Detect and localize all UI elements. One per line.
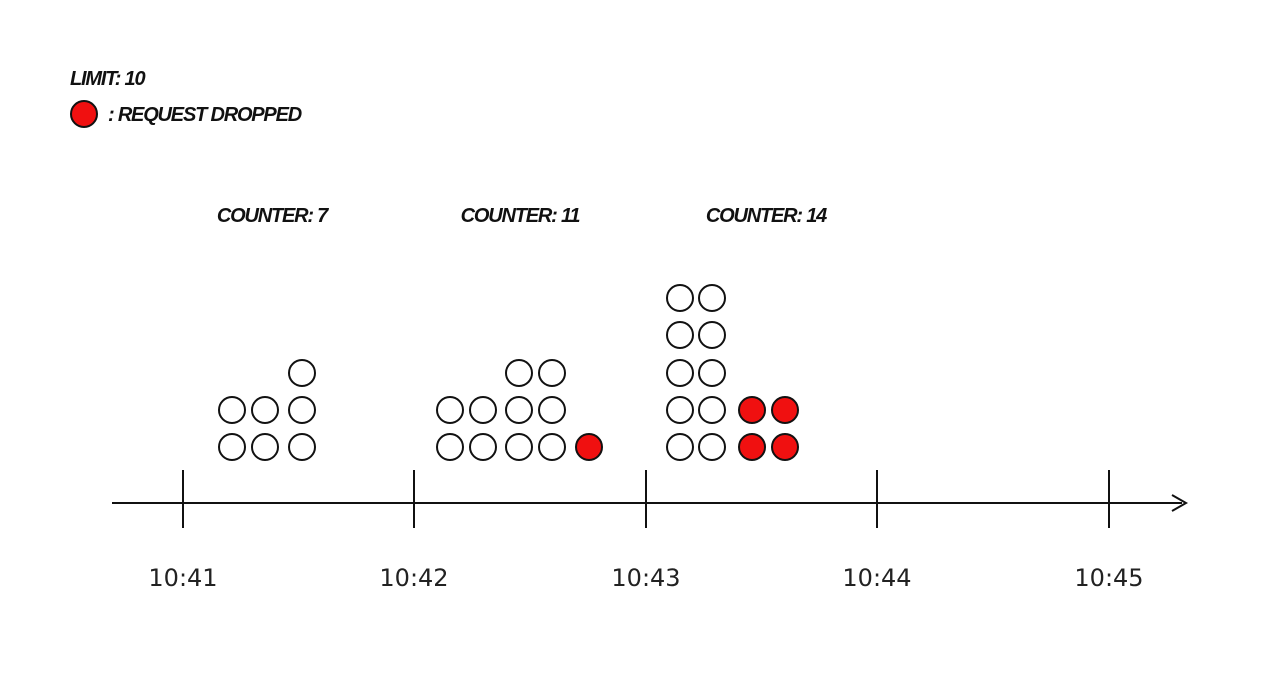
request-accepted <box>698 284 726 312</box>
request-accepted <box>469 396 497 424</box>
axis-arrow <box>1171 494 1189 512</box>
ticks: 10:41 10:42 10:43 10:44 10:45 <box>148 470 1144 592</box>
request-accepted <box>218 433 246 461</box>
request-dropped <box>575 433 603 461</box>
time-label: 10:45 <box>1074 564 1143 592</box>
request-accepted <box>218 396 246 424</box>
request-dropped <box>771 433 799 461</box>
request-accepted <box>666 359 694 387</box>
legend-limit: LIMIT: 10 <box>70 68 145 90</box>
counter-label: COUNTER: 11 <box>461 205 581 227</box>
request-dropped <box>738 396 766 424</box>
request-accepted <box>469 433 497 461</box>
request-accepted <box>538 433 566 461</box>
request-accepted <box>538 359 566 387</box>
legend-dropped-icon <box>70 100 98 128</box>
time-label: 10:43 <box>611 564 680 592</box>
time-label: 10:42 <box>379 564 448 592</box>
request-accepted <box>666 396 694 424</box>
request-accepted <box>436 433 464 461</box>
request-accepted <box>288 396 316 424</box>
request-accepted <box>666 433 694 461</box>
request-accepted <box>698 321 726 349</box>
counter-label: COUNTER: 7 <box>217 205 329 227</box>
request-accepted <box>505 396 533 424</box>
request-accepted <box>698 433 726 461</box>
request-accepted <box>666 284 694 312</box>
request-accepted <box>288 359 316 387</box>
request-accepted <box>505 433 533 461</box>
time-label: 10:44 <box>842 564 911 592</box>
request-accepted <box>666 321 694 349</box>
request-dropped <box>771 396 799 424</box>
request-accepted <box>505 359 533 387</box>
request-accepted <box>251 433 279 461</box>
time-label: 10:41 <box>148 564 217 592</box>
request-accepted <box>436 396 464 424</box>
request-accepted <box>538 396 566 424</box>
request-accepted <box>251 396 279 424</box>
requests <box>218 284 799 461</box>
request-dropped <box>738 433 766 461</box>
request-accepted <box>698 359 726 387</box>
request-accepted <box>288 433 316 461</box>
counter-label: COUNTER: 14 <box>706 205 827 227</box>
request-accepted <box>698 396 726 424</box>
legend-dropped: : REQUEST DROPPED <box>108 104 302 126</box>
